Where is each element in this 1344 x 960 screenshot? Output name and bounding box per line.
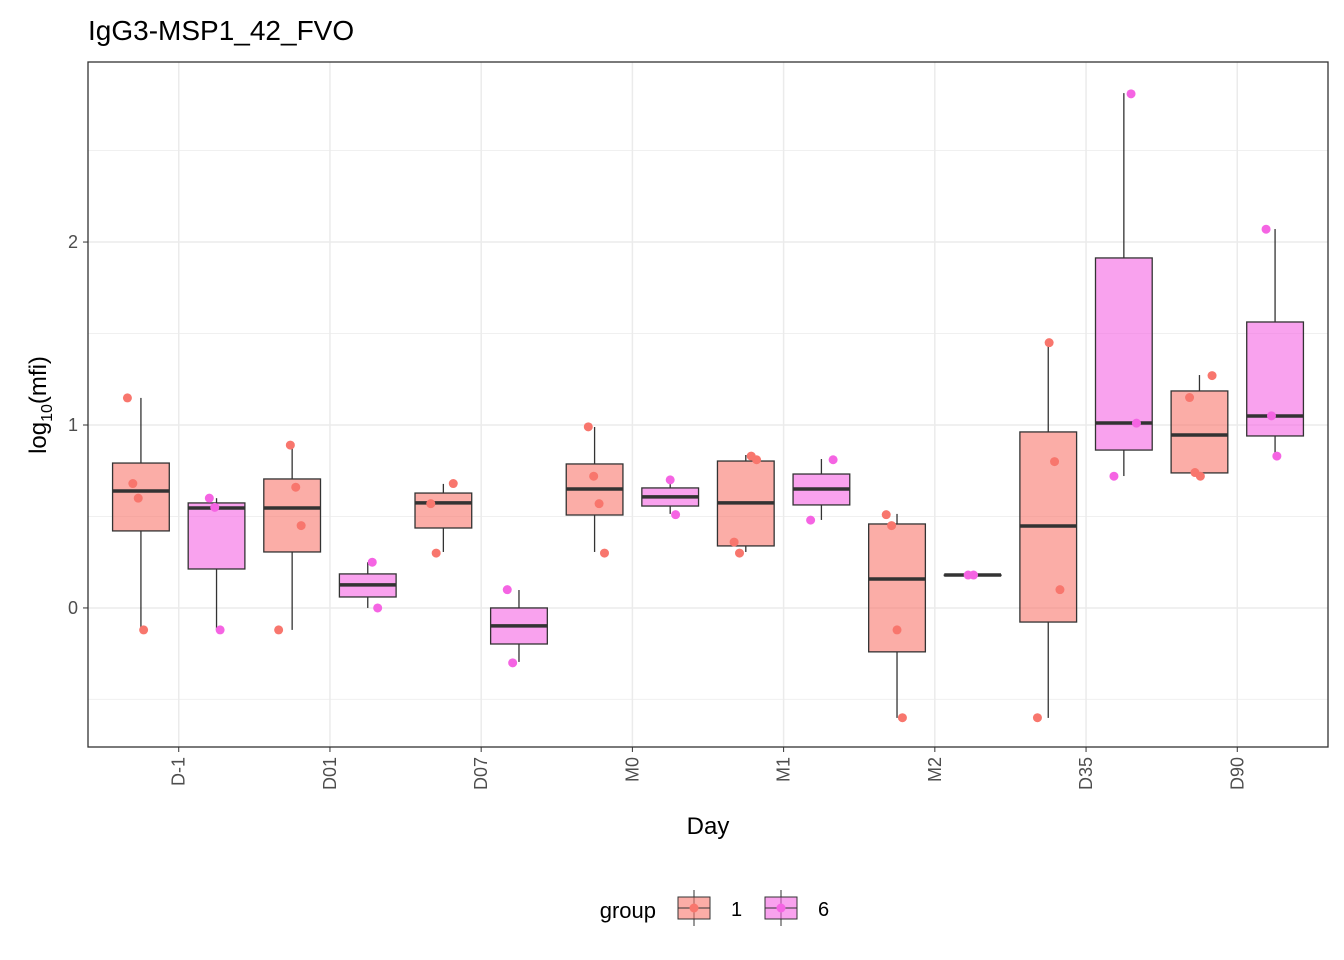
point <box>1109 471 1119 481</box>
point <box>508 658 518 668</box>
point <box>735 548 745 558</box>
point <box>285 440 295 450</box>
point <box>1185 393 1195 403</box>
point <box>752 455 762 465</box>
point <box>589 471 599 481</box>
y-axis-title-part: 10 <box>39 404 56 422</box>
point <box>1032 713 1042 723</box>
x-tick-label: D35 <box>1076 757 1096 790</box>
point <box>210 502 220 512</box>
point <box>1044 338 1054 348</box>
y-axis-title: log10(mfi) <box>25 356 56 454</box>
legend-label: 6 <box>818 899 829 921</box>
point <box>502 585 512 595</box>
point <box>892 625 902 635</box>
point <box>128 479 138 489</box>
point <box>1207 371 1217 381</box>
point <box>1131 418 1141 428</box>
y-tick-label: 2 <box>68 232 78 252</box>
box <box>1246 321 1305 437</box>
point <box>665 475 675 485</box>
x-tick-label: M1 <box>774 757 794 782</box>
point <box>204 493 214 503</box>
legend-key-point <box>689 903 699 913</box>
point <box>881 510 891 520</box>
point <box>431 548 441 558</box>
box <box>414 492 473 529</box>
point <box>594 499 604 509</box>
point <box>828 455 838 465</box>
point <box>1266 411 1276 421</box>
point <box>291 482 301 492</box>
y-axis-title-part: log <box>25 422 52 454</box>
point <box>215 625 225 635</box>
box <box>263 478 322 553</box>
point <box>1055 585 1065 595</box>
point <box>1272 451 1282 461</box>
box <box>1094 257 1153 451</box>
point <box>599 548 609 558</box>
legend-title: group <box>600 898 656 923</box>
x-tick-label: D90 <box>1227 757 1247 790</box>
point <box>897 713 907 723</box>
x-tick-label: D01 <box>320 757 340 790</box>
point <box>133 493 143 503</box>
point <box>1261 224 1271 234</box>
y-axis-title-part: (mfi) <box>25 356 52 404</box>
x-tick-label: M2 <box>925 757 945 782</box>
point <box>448 479 458 489</box>
x-tick-label: M0 <box>622 757 642 782</box>
chart-title: IgG3-MSP1_42_FVO <box>88 15 354 46</box>
legend-key-point <box>776 903 786 913</box>
legend-label: 1 <box>731 899 742 921</box>
point <box>1050 457 1060 467</box>
box <box>1170 390 1229 474</box>
x-tick-label: D-1 <box>169 757 189 786</box>
x-axis-title: Day <box>687 813 730 840</box>
box <box>187 502 246 570</box>
plot-border <box>87 61 1329 748</box>
point <box>367 557 377 567</box>
point <box>373 603 383 613</box>
point <box>729 537 739 547</box>
point <box>1126 89 1136 99</box>
point <box>969 570 979 580</box>
point <box>296 521 306 531</box>
point <box>671 510 681 520</box>
point <box>887 521 897 531</box>
x-tick-label: D07 <box>471 757 491 790</box>
y-tick-label: 0 <box>68 598 78 618</box>
point <box>122 393 132 403</box>
point <box>806 515 816 525</box>
point <box>274 625 284 635</box>
point <box>139 625 149 635</box>
point <box>583 422 593 432</box>
point <box>426 499 436 509</box>
y-tick-label: 1 <box>68 415 78 435</box>
point <box>1195 471 1205 481</box>
